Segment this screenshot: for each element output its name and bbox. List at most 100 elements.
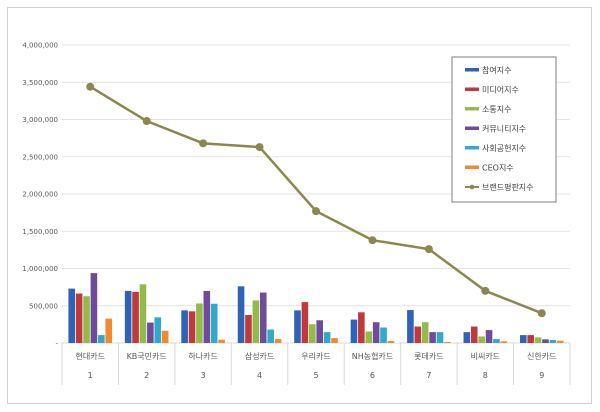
bar-3-5: [372, 322, 380, 343]
legend-swatch: [465, 126, 479, 130]
bar-4-7: [493, 339, 500, 343]
line-point-0: [86, 82, 95, 91]
line-point-4: [312, 207, 320, 216]
bar-5-4: [331, 338, 338, 343]
bar-5-7: [500, 341, 508, 343]
bar-3-0: [90, 273, 98, 343]
bar-1-2: [188, 311, 196, 343]
bar-0-0: [68, 288, 76, 343]
bar-2-7: [478, 336, 485, 343]
bar-2-6: [421, 322, 429, 343]
bar-3-8: [542, 339, 549, 343]
legend-label: 참여지수: [482, 65, 511, 75]
bar-2-3: [252, 300, 260, 343]
y-tick-label: 2,000,000: [22, 191, 58, 199]
bar-2-0: [83, 296, 90, 343]
bar-2-2: [196, 303, 203, 343]
rank-label: 6: [370, 371, 375, 380]
legend-swatch: [465, 107, 479, 111]
bar-1-4: [301, 302, 309, 343]
y-tick-label: 1,000,000: [22, 265, 58, 273]
bar-0-2: [181, 310, 188, 343]
bar-3-3: [259, 292, 267, 343]
legend-label: 커뮤니티지수: [482, 124, 526, 134]
line-point-6: [424, 245, 433, 254]
rank-label: 1: [88, 371, 93, 380]
bar-0-5: [350, 319, 358, 343]
category-label: 신한카드: [527, 352, 556, 361]
bar-1-7: [470, 326, 478, 343]
legend-swatch: [465, 165, 479, 169]
bar-0-1: [124, 290, 132, 343]
bar-2-4: [309, 324, 316, 343]
bar-4-3: [267, 329, 274, 343]
bar-1-8: [527, 335, 534, 343]
category-label: NH농협카드: [352, 351, 393, 361]
bar-0-4: [294, 310, 301, 343]
bar-0-8: [519, 335, 527, 343]
bar-1-6: [414, 326, 422, 343]
rank-label: 5: [313, 371, 318, 380]
bar-4-6: [436, 332, 444, 343]
y-tick-label: 3,500,000: [22, 79, 58, 87]
legend-marker: [469, 184, 475, 190]
line-point-1: [142, 116, 151, 125]
bar-5-8: [556, 340, 564, 343]
legend-label: 사회공헌지수: [482, 144, 526, 153]
bar-4-0: [98, 335, 105, 343]
bar-1-0: [75, 293, 83, 343]
y-tick-label: 2,500,000: [22, 153, 58, 161]
y-tick-label: 1,500,000: [22, 228, 58, 236]
bar-2-8: [534, 337, 542, 343]
bar-5-2: [218, 339, 225, 343]
legend-label: 미디어지수: [482, 85, 519, 95]
bar-4-5: [380, 327, 387, 343]
bar-3-4: [316, 320, 323, 343]
bar-2-5: [365, 331, 373, 343]
line-point-7: [481, 286, 490, 295]
legend-label: 브랜드평판지수: [482, 182, 534, 192]
y-tick-label: -: [55, 340, 58, 348]
legend-swatch: [465, 146, 479, 150]
rank-label: 8: [483, 371, 488, 380]
bar-0-3: [237, 286, 245, 343]
bar-5-1: [161, 330, 169, 343]
bar-1-3: [245, 314, 252, 343]
category-label: 삼성카드: [245, 351, 274, 361]
category-label: 현대카드: [75, 352, 104, 361]
y-tick-label: 4,000,000: [22, 42, 58, 50]
bar-4-2: [210, 303, 218, 343]
line-point-8: [537, 309, 546, 318]
line-point-5: [368, 236, 377, 245]
rank-label: 7: [426, 371, 431, 380]
legend-label: CEO지수: [482, 164, 514, 173]
bar-5-3: [274, 339, 282, 343]
y-tick-label: 3,000,000: [22, 116, 58, 124]
chart-frame: [7, 7, 592, 404]
category-label: 롯데카드: [414, 352, 443, 361]
line-point-2: [199, 139, 208, 148]
bar-5-0: [105, 318, 113, 343]
bar-4-4: [323, 332, 331, 343]
bar-3-7: [485, 330, 493, 343]
rank-label: 4: [257, 371, 262, 380]
bar-3-6: [429, 332, 436, 343]
category-label: 하나카드: [188, 351, 217, 361]
category-label: KB국민카드: [127, 351, 167, 361]
bar-3-2: [203, 290, 211, 343]
bar-2-1: [139, 284, 147, 343]
legend-swatch: [465, 68, 479, 72]
legend-label: 소통지수: [482, 105, 511, 114]
bar-5-6: [444, 342, 451, 343]
bar-4-1: [154, 317, 162, 343]
bar-0-7: [463, 332, 471, 343]
rank-label: 9: [539, 371, 544, 380]
line-point-3: [255, 143, 264, 152]
category-label: 비씨카드: [471, 352, 500, 361]
rank-label: 2: [144, 371, 149, 380]
rank-label: 3: [201, 371, 206, 380]
category-label: 우리카드: [301, 352, 330, 361]
bar-1-5: [358, 312, 365, 343]
bar-1-1: [132, 291, 139, 343]
